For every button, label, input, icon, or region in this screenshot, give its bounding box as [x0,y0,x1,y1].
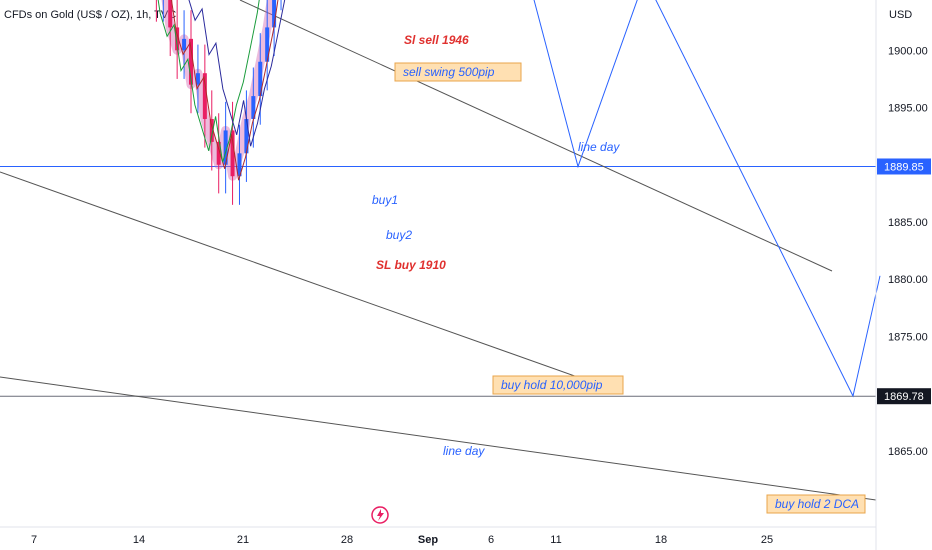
annotation-box [394,62,522,82]
x-tick-label: 11 [550,534,561,546]
annotation-label: buy hold 2 DCA [775,497,859,511]
candle-body [175,27,180,51]
x-tick-label: 28 [341,534,353,546]
projection-path [533,0,881,398]
annotation-label: line day [443,444,485,458]
y-tick-label: 1865.00 [888,446,928,458]
chart-title: CFDs on Gold (US$ / OZ), 1h, TVC [4,9,177,21]
candle-body [223,130,228,165]
x-tick-label: 7 [31,534,37,546]
annotation-label: SL buy 1910 [376,258,446,272]
kijun-line [157,0,260,163]
trendline [0,376,877,501]
candle-body [189,38,193,85]
candle-body [209,118,214,142]
candle-body [272,0,277,28]
y-tick-label: 1880.00 [888,274,928,286]
y-tick-label: 1885.00 [888,217,928,229]
y-tick-label: 1900.00 [888,45,928,57]
candle-body [202,73,207,119]
candle-body [265,27,270,62]
ma-line [170,0,279,181]
x-tick-label: 21 [237,534,249,546]
price-label-box [877,158,931,175]
candle-body [182,38,187,51]
annotation-box [766,494,866,514]
candle-body [258,61,263,97]
price-label-box [877,388,931,405]
trendline [239,0,833,272]
x-tick-label: 25 [761,534,773,546]
annotation-label: buy hold 10,000pip [501,378,603,392]
candle-body [237,153,242,177]
price-label: 1869.78 [884,391,924,403]
candle-body [168,0,173,28]
y-tick-label: 1875.00 [888,331,928,343]
annotation-box [492,375,624,395]
candle-body [216,141,221,165]
x-tick-label: 6 [488,534,494,546]
y-tick-label: 1895.00 [888,103,928,115]
price-label: 1889.85 [884,161,924,173]
trendlines [0,0,877,501]
trendline [0,171,601,386]
x-tick-label: Sep [418,534,438,546]
annotation-label: buy2 [386,228,412,242]
candle-body [230,130,235,177]
annotation-label: buy1 [372,193,398,207]
price-series [155,0,286,205]
flash-icon-glyph [377,509,384,521]
annotation-label: line day [578,140,620,154]
x-tick-label: 18 [655,534,667,546]
candle-body [251,96,256,119]
candle-body [195,73,200,85]
annotation-label: Sl sell 1946 [404,33,469,47]
lagging-line [188,0,286,147]
x-tick-label: 14 [133,534,145,546]
projection-path [533,0,881,398]
candle-body [244,118,249,154]
currency-label[interactable]: USD [889,9,913,21]
annotation-label: sell swing 500pip [403,65,495,79]
annotations: Sl sell 1946 sell swing 500pip line day buy… [372,33,866,514]
